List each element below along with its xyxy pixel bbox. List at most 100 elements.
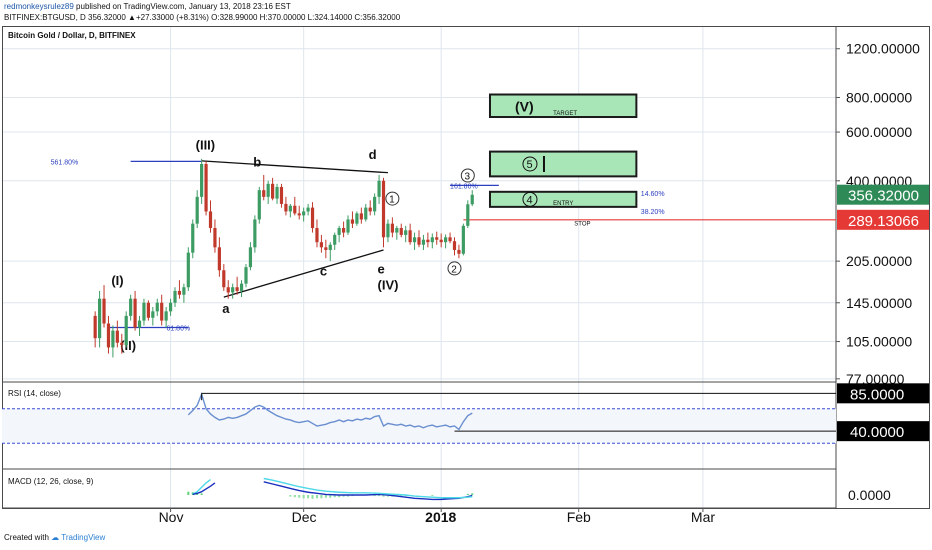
price-tick-label: 600.00000 [846,124,912,140]
candle-body [470,194,474,205]
macd-histogram-bar [289,495,292,497]
price-tick-label: 105.00000 [846,334,912,350]
candle-body [284,203,288,212]
signal-line [263,477,473,499]
candle-body [452,241,457,250]
candle-body [164,311,168,321]
wave-label: b [253,155,261,170]
fib-percent-label: 14.60% [641,191,665,198]
candles [93,158,474,358]
macd-histogram-bar [378,495,381,497]
candle-body [408,230,412,243]
candle-body [195,196,199,224]
candle-body [231,287,235,293]
candle-body [106,323,111,348]
macd-histogram-bar [311,495,314,499]
candle-body [235,287,239,291]
ohlc-header: BITFINEX:BTGUSD, D 356.32000 ▲+27.33000 … [4,13,401,22]
wave-circle-number: 1 [389,195,395,206]
signal-line [192,482,216,496]
time-tick-label: 2018 [425,509,456,525]
candle-body [191,223,195,253]
candle-body [124,315,128,346]
macd-pane: 0.0000 [187,477,891,503]
box-sublabel: ENTRY [553,201,573,207]
candle-body [333,234,337,245]
macd-histogram-bar [347,495,350,497]
candle-body [324,247,328,250]
candle-body [133,298,137,328]
wave-circle [447,261,462,276]
wave-label: (IV) [378,277,399,292]
macd-histogram-bar [320,495,323,499]
macd-histogram-bar [187,491,190,495]
candle-body [302,211,306,216]
wave-circle-number: 2 [451,264,457,275]
tradingview-logo-icon[interactable]: ☁ [51,533,60,542]
fib-label: 561.80% [51,159,79,166]
macd-histogram-bar [400,495,403,497]
chart-title: Bitcoin Gold / Dollar, D, BITFINEX [8,31,136,40]
candle-body [448,237,452,242]
candle-body [350,219,355,224]
macd-histogram-bar [200,493,203,495]
candle-body [328,244,332,250]
macd-histogram-bar [386,495,389,497]
stop-price-value: 289.13066 [848,213,919,230]
wave-target-box [488,93,638,119]
rsi-level-tag [837,421,929,442]
macd-histogram-bar [315,495,318,499]
candle-body [102,298,106,324]
candle-body [239,283,244,291]
candle-body [129,298,133,316]
candle-body [257,190,261,220]
candle-body [315,228,319,243]
time-axis: Nov Dec 2018 Feb Mar [159,508,715,525]
candle-body [137,320,142,328]
candle-body [111,330,115,348]
rsi-level-value: 40.0000 [850,424,904,441]
candle-body [306,207,310,212]
trendline [201,160,388,174]
candle-body [266,183,270,197]
macd-histogram-bar [338,495,341,498]
macd-histogram-bar [333,495,336,498]
macd-histogram-bar [307,495,310,499]
candle-body [262,190,266,197]
candle-body [160,302,164,321]
candle-body [466,204,470,226]
macd-histogram-bar [382,495,385,497]
macd-title: MACD (12, 26, close, 9) [8,477,94,486]
tradingview-brand[interactable]: TradingView [61,533,106,542]
candle-body [213,228,217,248]
candle-body [390,223,394,233]
axis-background [836,26,930,526]
price-tick-label: 205.00000 [846,253,912,269]
candle-body [248,247,253,268]
wave-circle [385,191,400,206]
candle-body [368,207,372,212]
trendline [223,249,384,298]
macd-histogram-bar [342,495,345,497]
price-tick-label: 800.00000 [846,89,912,105]
macd-histogram-bar [373,495,376,497]
candle-body [421,239,426,245]
wave-label: e [378,261,385,276]
box-wave-circle [522,156,538,172]
macd-histogram-bar [329,495,332,498]
chart-svg[interactable]: 1200.00000800.00000600.00000400.00000205… [2,26,930,526]
chart-border [2,26,930,509]
publisher-username[interactable]: redmonkeysrulez89 [4,2,74,11]
wave-label: (I) [111,273,123,288]
candle-body [381,180,386,238]
candle-body [155,302,159,312]
candle-body [173,290,177,303]
candle-body [208,211,213,229]
macd-histogram-bar [471,493,474,495]
candle-body [200,163,204,197]
rsi-level-value: 85.0000 [850,386,904,403]
last-price-tag [837,184,929,205]
candle-body [226,287,230,293]
fib-label: 161.80% [450,183,478,190]
wave-label: d [369,147,377,162]
